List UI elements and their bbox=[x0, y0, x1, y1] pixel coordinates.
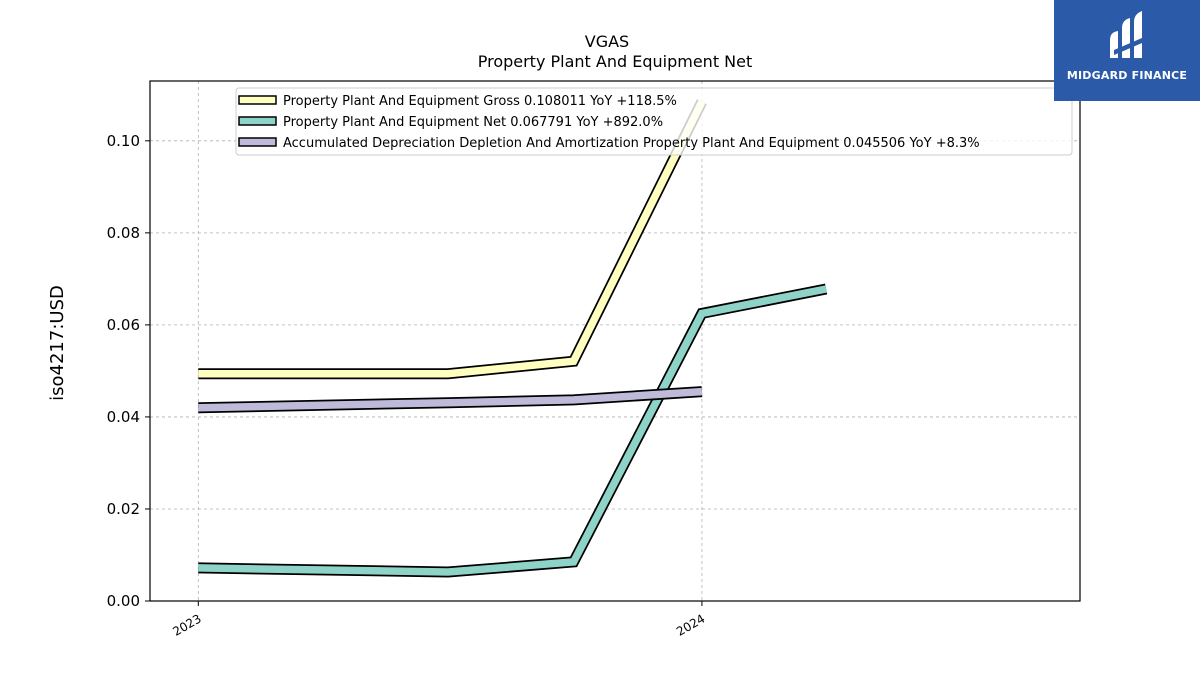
legend-swatch bbox=[238, 116, 277, 126]
chart-title: VGAS bbox=[585, 32, 629, 51]
chart-subtitle: Property Plant And Equipment Net bbox=[478, 52, 753, 71]
x-axis: 2023 2024 bbox=[170, 601, 707, 639]
y-axis: 0.00 0.02 0.04 0.06 0.08 0.10 bbox=[107, 132, 150, 610]
legend-label: Property Plant And Equipment Net 0.06779… bbox=[283, 115, 663, 130]
legend-frame bbox=[235, 87, 1073, 156]
legend-swatch bbox=[238, 137, 277, 147]
series-line-outline-1 bbox=[198, 283, 828, 578]
midgard-finance-logo: MIDGARD FINANCE bbox=[1054, 0, 1200, 101]
y-tick-label: 0.00 bbox=[107, 592, 140, 610]
legend-label: Accumulated Depreciation Depletion And A… bbox=[283, 136, 980, 151]
x-tick-label: 2023 bbox=[170, 611, 203, 638]
series-line-0 bbox=[198, 100, 706, 378]
y-tick-label: 0.08 bbox=[107, 224, 140, 242]
legend-label: Property Plant And Equipment Gross 0.108… bbox=[283, 94, 677, 109]
y-axis-label: iso4217:USD bbox=[47, 285, 68, 401]
series-line-1 bbox=[198, 285, 827, 576]
series-line-2 bbox=[198, 387, 703, 412]
logo-text: MIDGARD FINANCE bbox=[1066, 69, 1188, 82]
y-tick-label: 0.04 bbox=[107, 408, 140, 426]
legend-swatch bbox=[238, 95, 277, 105]
y-tick-label: 0.02 bbox=[107, 500, 140, 518]
y-tick-label: 0.06 bbox=[107, 316, 140, 334]
legend: Property Plant And Equipment Gross 0.108… bbox=[235, 87, 1073, 156]
grid bbox=[150, 81, 1080, 601]
series-group bbox=[198, 99, 828, 578]
x-tick-label: 2024 bbox=[674, 611, 707, 638]
y-tick-label: 0.10 bbox=[107, 132, 140, 150]
plot-frame bbox=[149, 80, 1081, 602]
logo-mark-icon bbox=[1110, 11, 1142, 58]
